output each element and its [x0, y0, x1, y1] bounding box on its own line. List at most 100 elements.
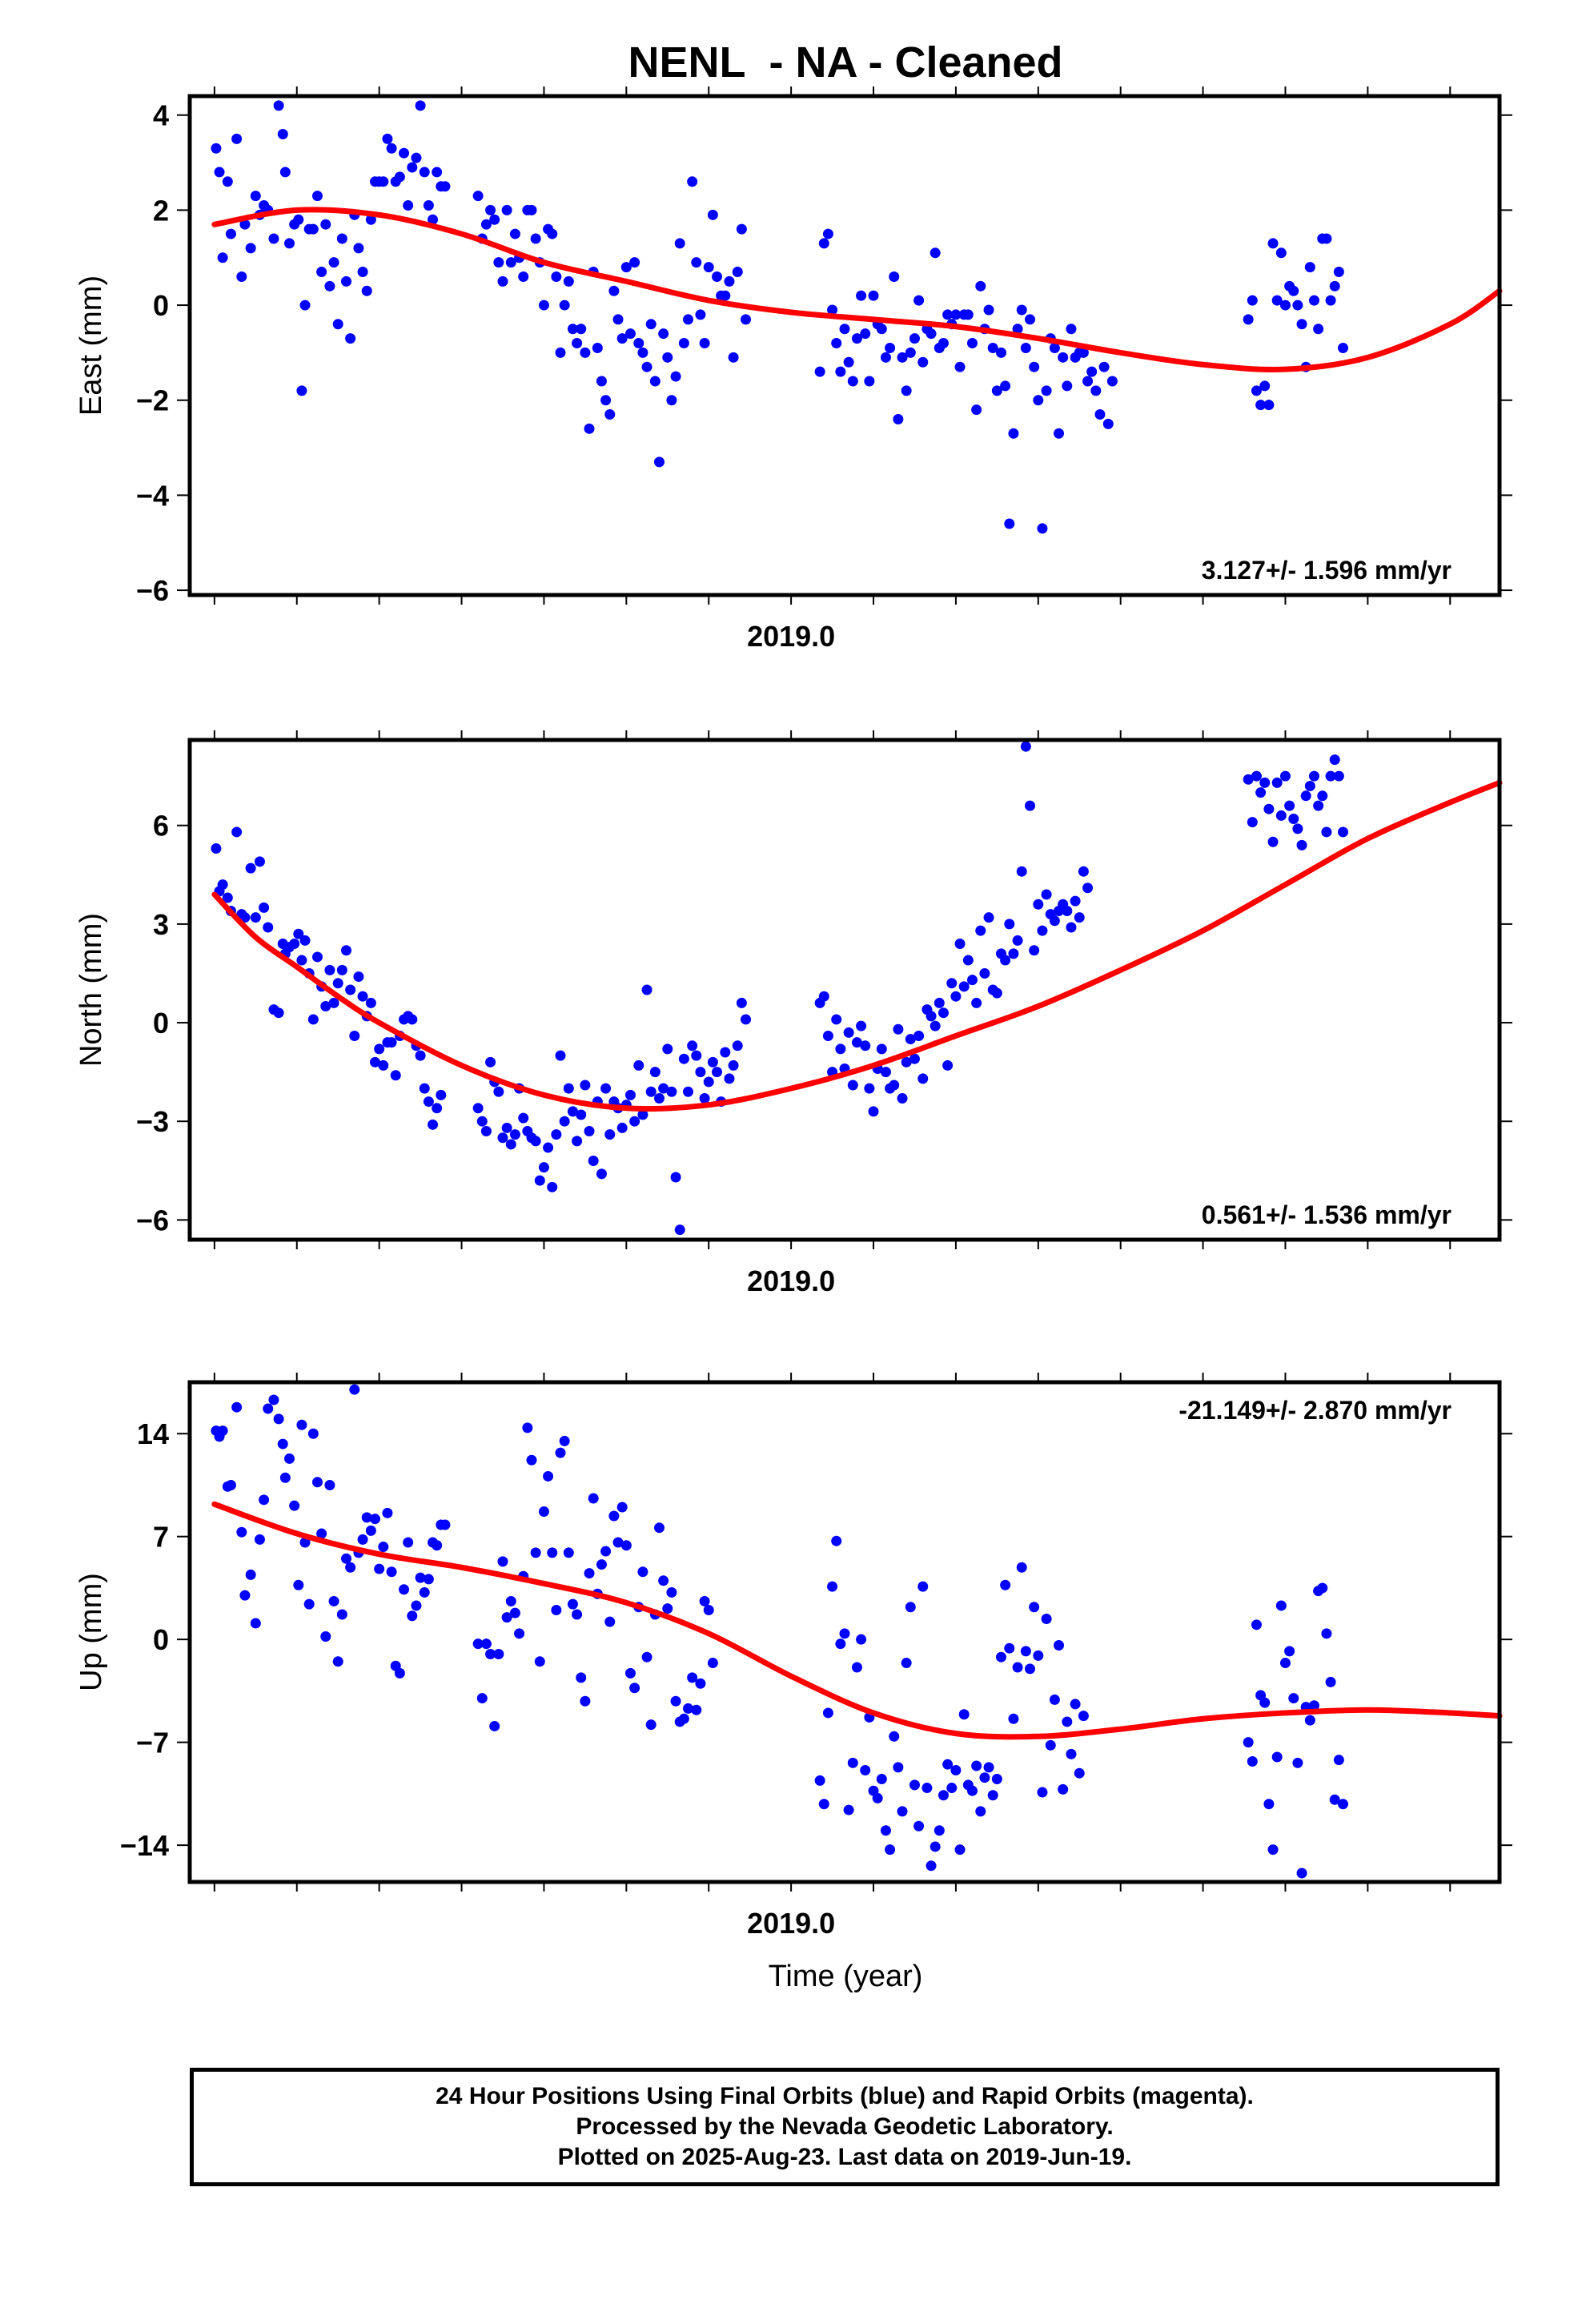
north-data-point [1247, 817, 1258, 828]
up-data-point [349, 1384, 360, 1395]
up-ytick-label: 14 [137, 1417, 169, 1450]
north-data-point [958, 981, 970, 992]
north-data-point [901, 1056, 912, 1068]
up-data-point [1004, 1642, 1015, 1654]
north-data-point [934, 997, 945, 1008]
up-data-point [843, 1804, 854, 1815]
north-data-point [1037, 925, 1048, 936]
east-data-point [1267, 238, 1279, 249]
north-data-point [645, 1086, 656, 1097]
up-data-point [1284, 1646, 1295, 1657]
up-data-point [316, 1528, 327, 1539]
north-data-point [1041, 889, 1052, 900]
north-data-point [649, 1067, 661, 1078]
east-data-point [1058, 352, 1069, 363]
east-ytick-label: −6 [136, 574, 169, 607]
east-data-point [856, 290, 867, 301]
north-data-point [876, 1043, 887, 1055]
east-data-point [633, 338, 644, 349]
north-data-point [909, 1053, 920, 1064]
east-data-point [893, 413, 904, 424]
north-data-point [720, 1047, 731, 1058]
east-data-point [917, 356, 929, 368]
up-data-point [538, 1506, 549, 1518]
north-data-point [868, 1106, 879, 1117]
north-data-point [1271, 777, 1283, 788]
east-data-point [284, 238, 295, 249]
north-data-point [328, 997, 339, 1008]
north-data-point [245, 862, 256, 874]
up-data-point [1012, 1662, 1023, 1673]
up-ytick-label: 7 [153, 1521, 169, 1554]
up-data-point [1247, 1756, 1258, 1767]
up-data-point [600, 1546, 612, 1557]
east-data-point [666, 395, 677, 406]
east-data-point [489, 214, 500, 225]
up-data-point [818, 1799, 829, 1810]
east-data-point [616, 333, 628, 344]
up-data-point [497, 1556, 508, 1567]
north-fit-curve [211, 779, 1503, 1112]
up-data-point [872, 1792, 883, 1803]
north-data-point [633, 1059, 644, 1071]
north-data-point [289, 939, 300, 950]
east-data-point [576, 324, 587, 335]
east-data-point [211, 143, 222, 154]
up-data-point [1325, 1676, 1336, 1687]
north-data-point [596, 1168, 607, 1180]
up-data-point [340, 1553, 351, 1564]
north-data-point [1070, 895, 1081, 907]
up-data-point [905, 1602, 916, 1613]
east-data-point [493, 257, 504, 268]
up-data-point [1029, 1602, 1040, 1613]
north-data-point [1325, 770, 1336, 782]
east-data-point [1259, 380, 1271, 392]
up-data-point [382, 1507, 393, 1518]
up-data-point [1288, 1693, 1299, 1704]
east-data-point [860, 328, 871, 340]
north-data-point [432, 1103, 443, 1114]
up-data-point [913, 1820, 925, 1831]
north-data-point [707, 1056, 718, 1068]
east-data-point [987, 342, 998, 353]
north-data-point [880, 1067, 891, 1078]
east-data-point [1012, 324, 1023, 335]
east-data-point [1288, 285, 1299, 296]
east-data-point [1062, 380, 1073, 392]
north-y-axis-label: North (mm) [74, 913, 108, 1067]
east-data-point [629, 257, 640, 268]
east-data-point [399, 147, 410, 159]
up-data-point [307, 1428, 319, 1439]
up-data-point [1259, 1697, 1271, 1708]
east-data-point [526, 204, 537, 215]
up-data-point [707, 1658, 718, 1669]
north-data-point [211, 842, 222, 854]
up-panel: 2019.0 14 7 0 −7 −14 Up (mm) -21.149+/- 2.870 m… [74, 1373, 1512, 1940]
north-data-point [1263, 803, 1275, 814]
up-data-point [489, 1720, 500, 1731]
up-data-point [472, 1638, 484, 1650]
north-data-point [1255, 787, 1267, 798]
east-data-point [1078, 347, 1089, 358]
up-data-point [995, 1651, 1006, 1663]
up-data-point [365, 1525, 376, 1536]
up-data-point [1008, 1713, 1019, 1724]
up-data-point [567, 1598, 578, 1610]
east-data-point [658, 328, 669, 340]
east-data-point [580, 347, 591, 358]
up-data-point [971, 1760, 982, 1771]
up-data-point [1074, 1767, 1085, 1779]
east-data-point [596, 376, 607, 387]
east-data-point [1066, 324, 1077, 335]
east-data-point [365, 214, 376, 225]
north-data-point [897, 1092, 908, 1104]
east-data-point [942, 309, 954, 320]
east-data-point [538, 300, 549, 311]
north-data-point [559, 1116, 570, 1127]
up-data-point [1025, 1663, 1036, 1675]
north-data-point [1025, 800, 1036, 811]
up-data-point [480, 1638, 492, 1650]
up-data-point [273, 1413, 284, 1425]
east-data-point [1333, 267, 1344, 278]
east-data-point [567, 324, 578, 335]
